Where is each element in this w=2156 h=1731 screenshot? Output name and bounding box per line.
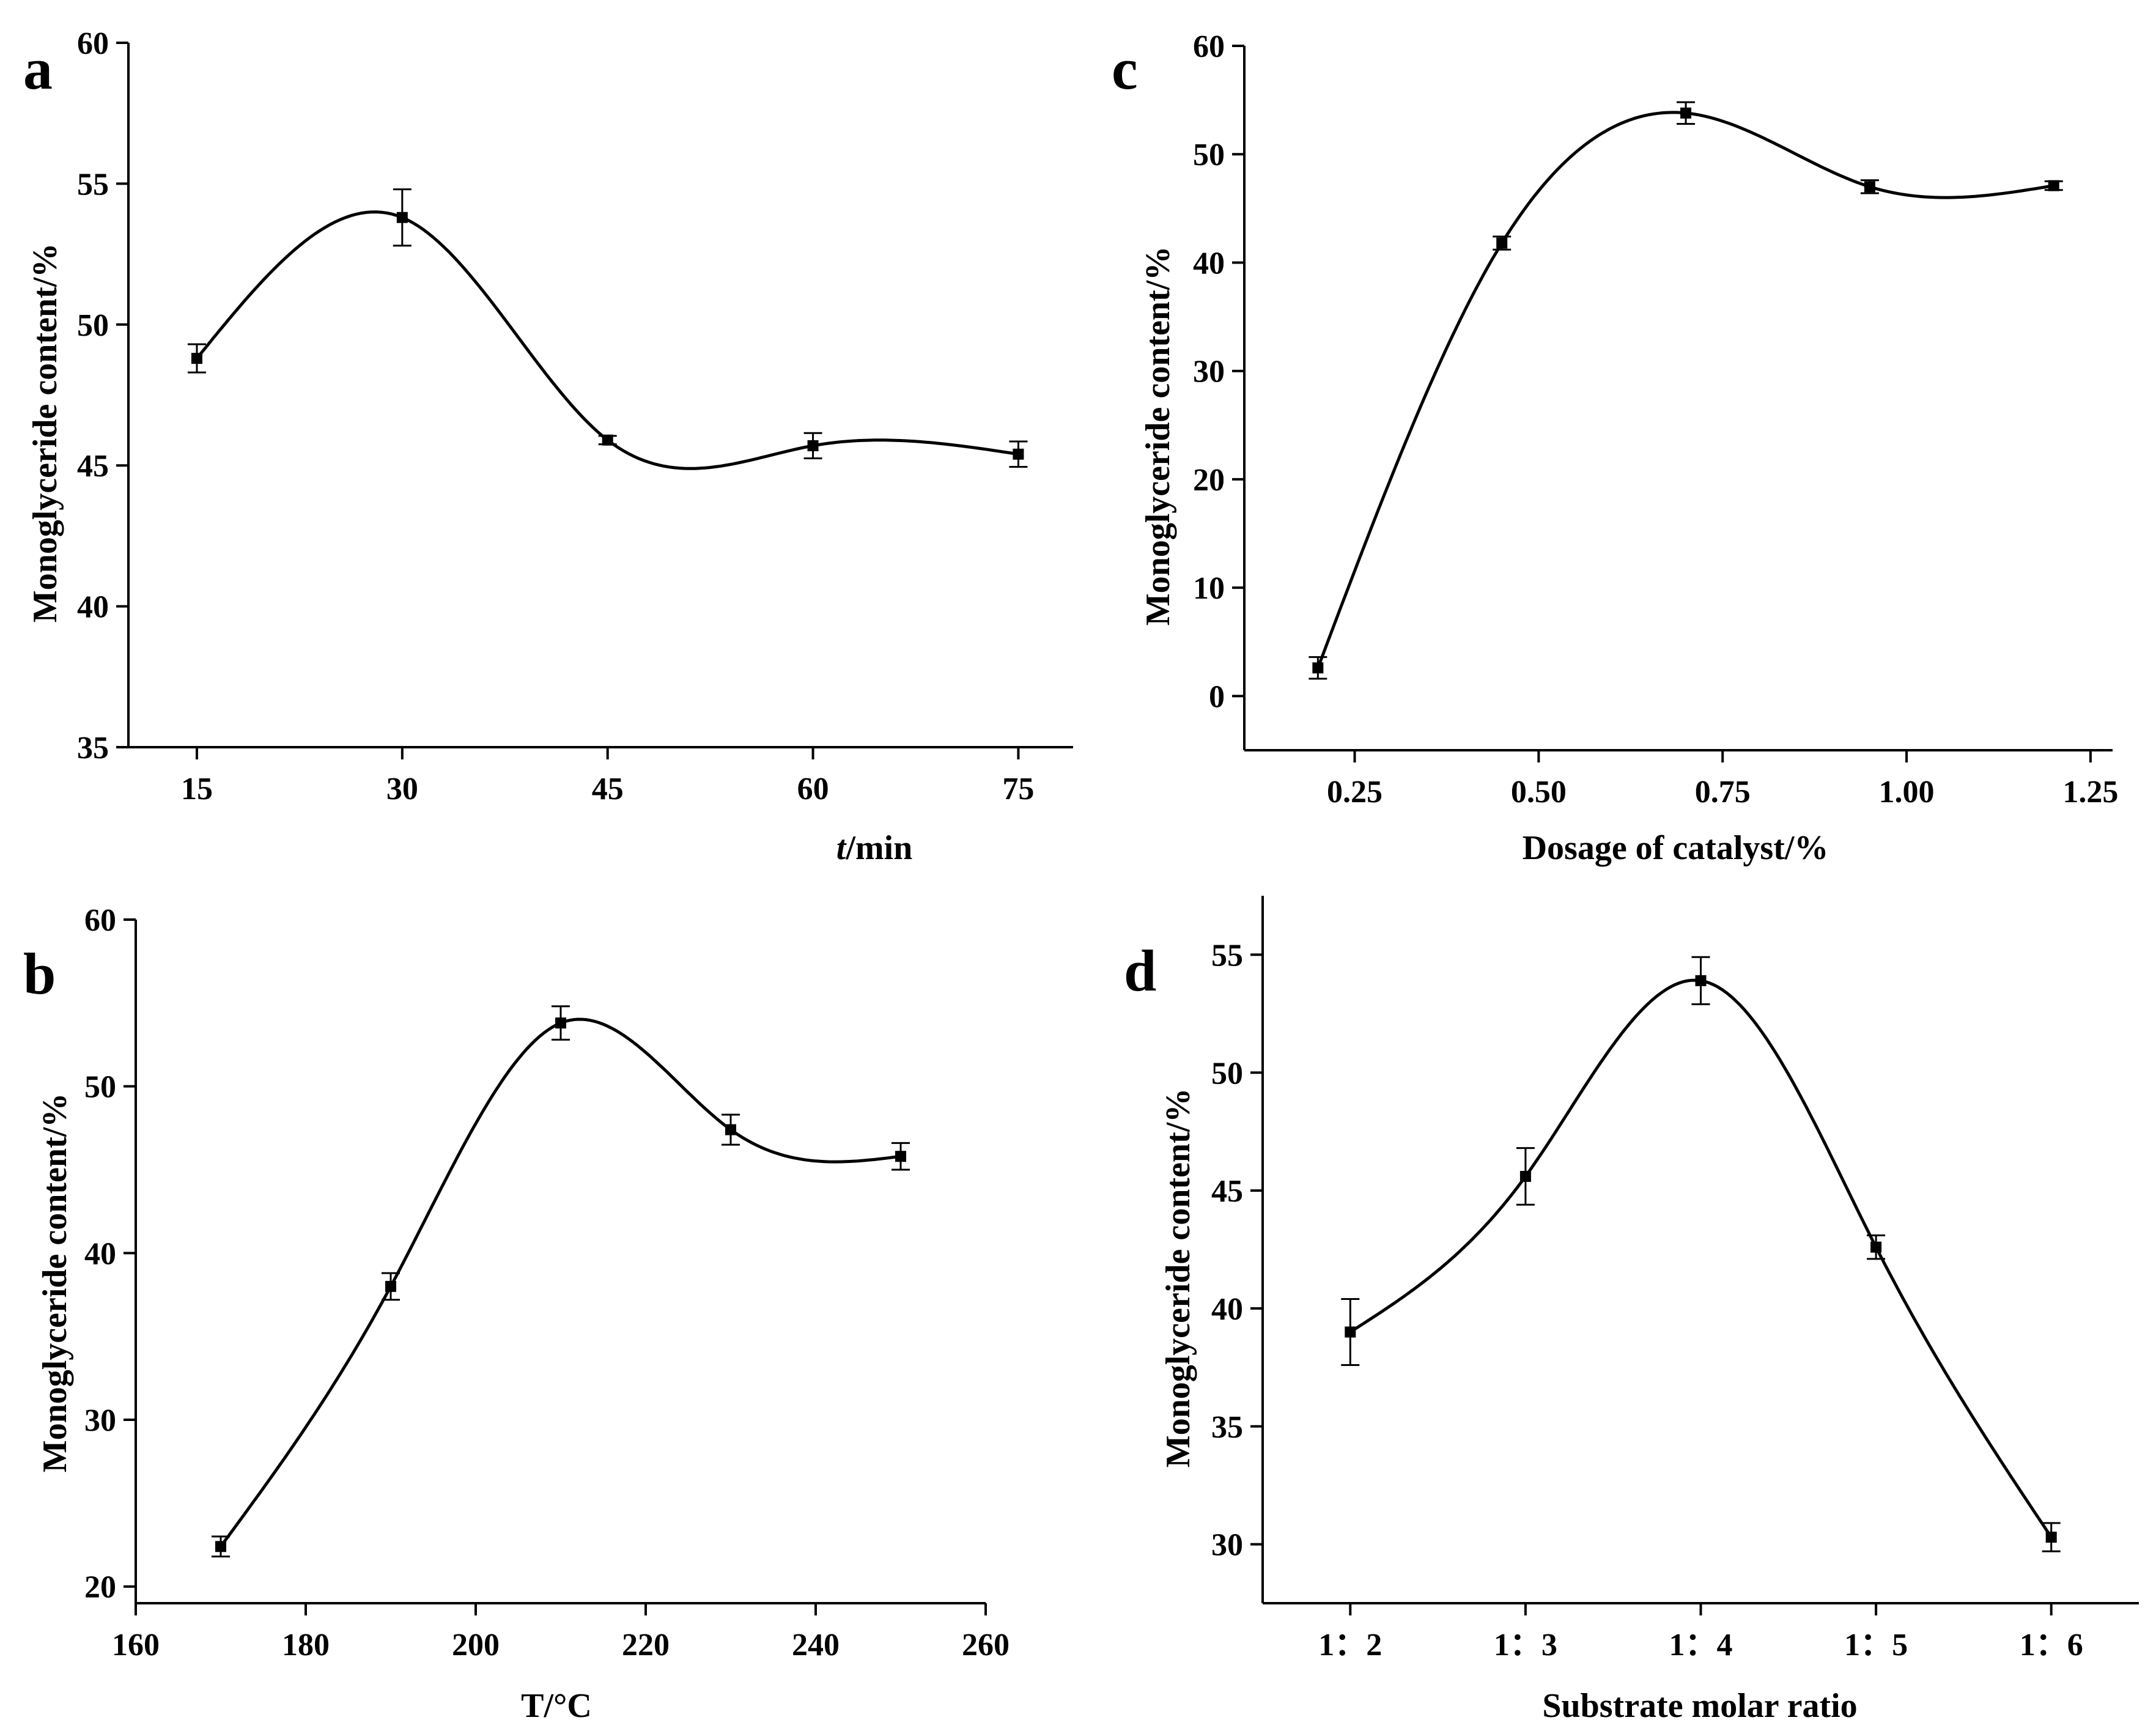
panel-b-letter: b (23, 941, 56, 1006)
panel-b-y-tick-label: 20 (84, 1570, 116, 1605)
panel-c-marks (1309, 101, 2063, 680)
panel-c-y-tick-label: 40 (1193, 246, 1225, 281)
panel-c-y-axis-title: Monoglyceride content/% (1139, 246, 1177, 626)
panel-d-data-point (1345, 1326, 1356, 1338)
panel-c-x-axis-title: Dosage of catalyst/% (1523, 829, 1829, 867)
panel-b-y-tick-label: 50 (84, 1070, 116, 1105)
panel-b-y-tick-label: 60 (84, 903, 116, 938)
panel-d-data-point (1870, 1241, 1882, 1253)
panel-d-data-point (2045, 1532, 2057, 1543)
panel-d-y-tick-label: 55 (1211, 938, 1243, 973)
panel-c-data-point (1496, 237, 1508, 249)
panel-c-data-point (1864, 181, 1875, 193)
panel-d-y-tick-label: 35 (1211, 1410, 1243, 1445)
panel-b-data-point (725, 1124, 736, 1135)
panel-c-y-tick-label: 30 (1193, 355, 1225, 389)
panel-b-marks (212, 1005, 910, 1558)
panel-b-x-tick-label: 160 (112, 1628, 160, 1663)
panel-d-x-tick-label: 1：3 (1494, 1628, 1557, 1663)
panel-c-y-tick-label: 20 (1193, 463, 1225, 498)
panel-a-data-point (807, 440, 819, 451)
panel-a: a 15 30 45 60 75 35 40 45 50 55 60 t/min Monoglyce… (23, 26, 1073, 867)
panel-c: c 0.25 0.50 0.75 1.00 1.25 0 10 20 30 40 50 60 Dosa… (1112, 29, 2118, 867)
panel-d-letter: d (1124, 938, 1156, 1003)
panel-d-y-axis-title: Monoglyceride content/% (1159, 1088, 1197, 1468)
panel-a-data-point (191, 353, 202, 364)
panel-c-x-tick-label: 0.50 (1511, 775, 1567, 810)
panel-b-data-point (895, 1151, 906, 1162)
panel-b-y-tick-label: 40 (84, 1236, 116, 1271)
panel-b-x-tick-label: 260 (962, 1628, 1010, 1663)
panel-d-y-tick-label: 40 (1211, 1292, 1243, 1327)
panel-c-y-tick-label: 60 (1193, 29, 1225, 64)
panel-c-data-point (1312, 662, 1324, 674)
panel-a-x-tick-label: 75 (1002, 772, 1034, 806)
panel-c-letter: c (1112, 36, 1138, 101)
panel-a-y-tick-label: 35 (77, 731, 109, 766)
panel-a-x-tick-label: 60 (797, 772, 829, 806)
panel-a-x-axis-title: t/min (836, 829, 912, 867)
panel-c-data-point (2048, 180, 2059, 191)
panel-d-data-point (1695, 975, 1707, 986)
panel-a-y-tick-label: 45 (77, 449, 109, 484)
panel-a-y-tick-label: 40 (77, 590, 109, 625)
panel-d-x-tick-label: 1：2 (1318, 1628, 1382, 1663)
panel-a-letter: a (23, 36, 53, 101)
panel-b-data-point (385, 1280, 396, 1292)
panel-b-x-tick-label: 180 (282, 1628, 330, 1663)
panel-a-data-point (396, 212, 408, 223)
panel-d-x-axis-title: Substrate molar ratio (1542, 1687, 1857, 1725)
panel-a-x-tick-label: 15 (181, 772, 213, 806)
panel-a-y-tick-label: 55 (77, 167, 109, 202)
panel-b-y-tick-label: 30 (84, 1403, 116, 1438)
panel-c-axes: 0.25 0.50 0.75 1.00 1.25 0 10 20 30 40 50 60 (1193, 29, 2118, 810)
panel-d-data-point (1519, 1170, 1531, 1182)
panel-a-y-tick-label: 50 (77, 308, 109, 343)
panel-b-y-axis-title: Monoglyceride content/% (36, 1093, 74, 1473)
panel-d-x-tick-label: 1：5 (1844, 1628, 1908, 1663)
panel-d-y-tick-label: 45 (1211, 1174, 1243, 1209)
panel-d-y-tick-label: 50 (1211, 1056, 1243, 1091)
panel-a-marks (187, 188, 1028, 470)
panel-a-x-tick-label: 45 (592, 772, 624, 806)
panel-b-x-tick-label: 240 (792, 1628, 840, 1663)
panel-b-axes: 160 180 200 220 240 260 20 30 40 50 60 (84, 903, 1010, 1663)
panel-d-x-tick-label: 1：4 (1669, 1628, 1732, 1663)
panel-a-data-point (1013, 448, 1024, 460)
panel-a-x-axis-title-italic: t (836, 829, 847, 867)
panel-c-y-tick-label: 0 (1209, 679, 1225, 714)
panel-b-x-tick-label: 220 (622, 1628, 670, 1663)
panel-a-x-tick-label: 30 (386, 772, 418, 806)
panel-c-y-tick-label: 50 (1193, 138, 1225, 172)
panel-c-x-tick-label: 1.25 (2062, 775, 2118, 810)
panel-d-x-tick-label: 1：6 (2020, 1628, 2083, 1663)
panel-c-y-tick-label: 10 (1193, 571, 1225, 606)
panel-b-data-point (215, 1541, 226, 1552)
panel-b: b 160 180 200 220 240 260 20 30 40 50 60 T/°C Mono… (23, 903, 1010, 1725)
panel-d-marks (1341, 956, 2061, 1552)
panel-a-x-axis-title-rest: /min (845, 829, 912, 867)
panel-b-x-tick-label: 200 (452, 1628, 500, 1663)
panel-d-y-tick-label: 30 (1211, 1528, 1243, 1563)
panel-c-x-tick-label: 0.25 (1327, 775, 1383, 810)
panel-c-x-tick-label: 1.00 (1879, 775, 1935, 810)
panel-a-y-axis-title: Monoglyceride content/% (26, 243, 64, 623)
panel-a-y-tick-label: 60 (77, 26, 109, 61)
panel-d-axes: 1：2 1：3 1：4 1：5 1：6 30 35 40 45 50 55 (1211, 896, 2139, 1663)
panel-c-data-point (1680, 107, 1692, 119)
panel-b-data-point (555, 1017, 566, 1029)
panel-b-x-axis-title: T/°C (521, 1687, 592, 1725)
panel-a-axes: 15 30 45 60 75 35 40 45 50 55 60 (77, 26, 1073, 806)
panel-c-x-tick-label: 0.75 (1695, 775, 1751, 810)
panel-a-data-point (602, 434, 613, 446)
panel-d: d 1：2 1：3 1：4 1：5 1：6 30 35 40 45 50 55 Substrate … (1124, 896, 2139, 1725)
